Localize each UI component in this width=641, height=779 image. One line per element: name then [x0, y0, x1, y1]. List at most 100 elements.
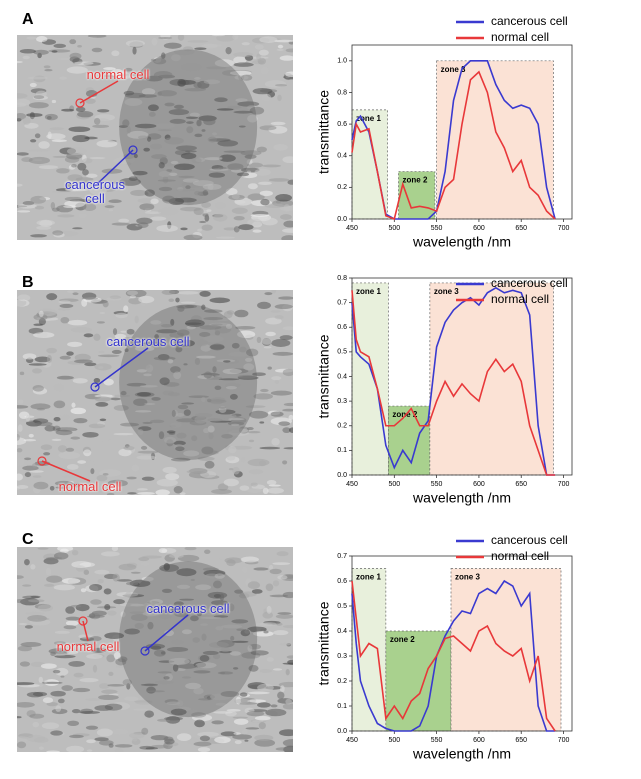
texture [133, 708, 149, 711]
texture [103, 378, 114, 386]
texture [231, 445, 253, 450]
texture [86, 654, 103, 659]
texture [97, 109, 110, 113]
image-annotation: normal cell [56, 639, 120, 654]
texture [94, 117, 101, 125]
texture [99, 311, 106, 314]
texture [101, 689, 118, 694]
texture [166, 168, 173, 172]
texture [193, 741, 212, 747]
texture [266, 657, 274, 662]
texture [247, 193, 265, 201]
texture [46, 354, 52, 363]
texture [130, 603, 145, 607]
texture [240, 629, 251, 637]
x-tick-label: 500 [388, 481, 400, 488]
texture [56, 168, 70, 174]
texture [164, 137, 184, 145]
texture [262, 487, 269, 495]
texture [66, 351, 74, 356]
texture [41, 722, 60, 730]
x-tick-label: 700 [558, 225, 570, 232]
texture [85, 725, 99, 730]
texture [214, 59, 235, 68]
texture [201, 224, 213, 231]
x-tick-label: 550 [431, 481, 443, 488]
texture [227, 428, 249, 434]
texture [164, 716, 183, 721]
texture [17, 485, 29, 489]
texture [166, 430, 176, 434]
texture [249, 106, 265, 115]
texture [199, 220, 207, 224]
texture [67, 720, 80, 727]
texture [236, 628, 245, 631]
texture [179, 598, 195, 601]
texture [193, 670, 211, 674]
texture [112, 729, 129, 735]
texture [137, 135, 149, 140]
texture [233, 52, 254, 57]
texture [219, 593, 225, 601]
tissue-region [119, 304, 258, 461]
texture [196, 339, 208, 347]
texture [168, 109, 189, 116]
texture [239, 346, 247, 353]
texture [235, 325, 256, 330]
texture [82, 169, 89, 176]
texture [206, 209, 212, 212]
texture [151, 397, 161, 401]
texture [266, 605, 272, 614]
texture [26, 734, 46, 743]
texture [246, 348, 259, 357]
texture [275, 193, 292, 202]
texture [264, 203, 285, 209]
texture [67, 319, 88, 326]
texture [53, 641, 66, 646]
texture [173, 104, 184, 110]
texture [177, 291, 199, 295]
texture [137, 222, 149, 228]
texture [175, 297, 180, 303]
texture [202, 650, 219, 655]
texture [170, 366, 181, 374]
texture [51, 99, 57, 104]
texture [202, 183, 222, 190]
texture [95, 402, 109, 407]
texture [158, 548, 168, 554]
texture [30, 195, 47, 204]
texture [203, 371, 213, 379]
zone [351, 282, 389, 476]
texture [277, 575, 288, 580]
texture [209, 344, 225, 350]
texture [203, 427, 210, 434]
texture [225, 47, 232, 55]
texture [158, 614, 172, 620]
texture [174, 610, 191, 618]
texture [142, 421, 153, 424]
texture [276, 622, 283, 626]
texture [124, 696, 139, 701]
texture [185, 116, 199, 120]
texture [26, 691, 44, 698]
texture [180, 301, 196, 304]
texture [173, 440, 186, 446]
texture [52, 155, 69, 158]
texture [176, 733, 192, 741]
texture [46, 556, 63, 560]
texture [172, 664, 179, 672]
zone [388, 405, 431, 476]
y-tick-label: 0.6 [337, 578, 347, 585]
image-annotation: normal cell [86, 67, 150, 82]
texture [115, 658, 127, 666]
texture [256, 53, 261, 61]
texture [194, 133, 203, 138]
texture [84, 362, 97, 367]
texture [260, 628, 266, 631]
texture [57, 698, 65, 704]
texture [30, 595, 41, 599]
texture [79, 678, 99, 683]
texture [182, 178, 199, 183]
texture [68, 126, 91, 133]
texture [241, 457, 246, 463]
